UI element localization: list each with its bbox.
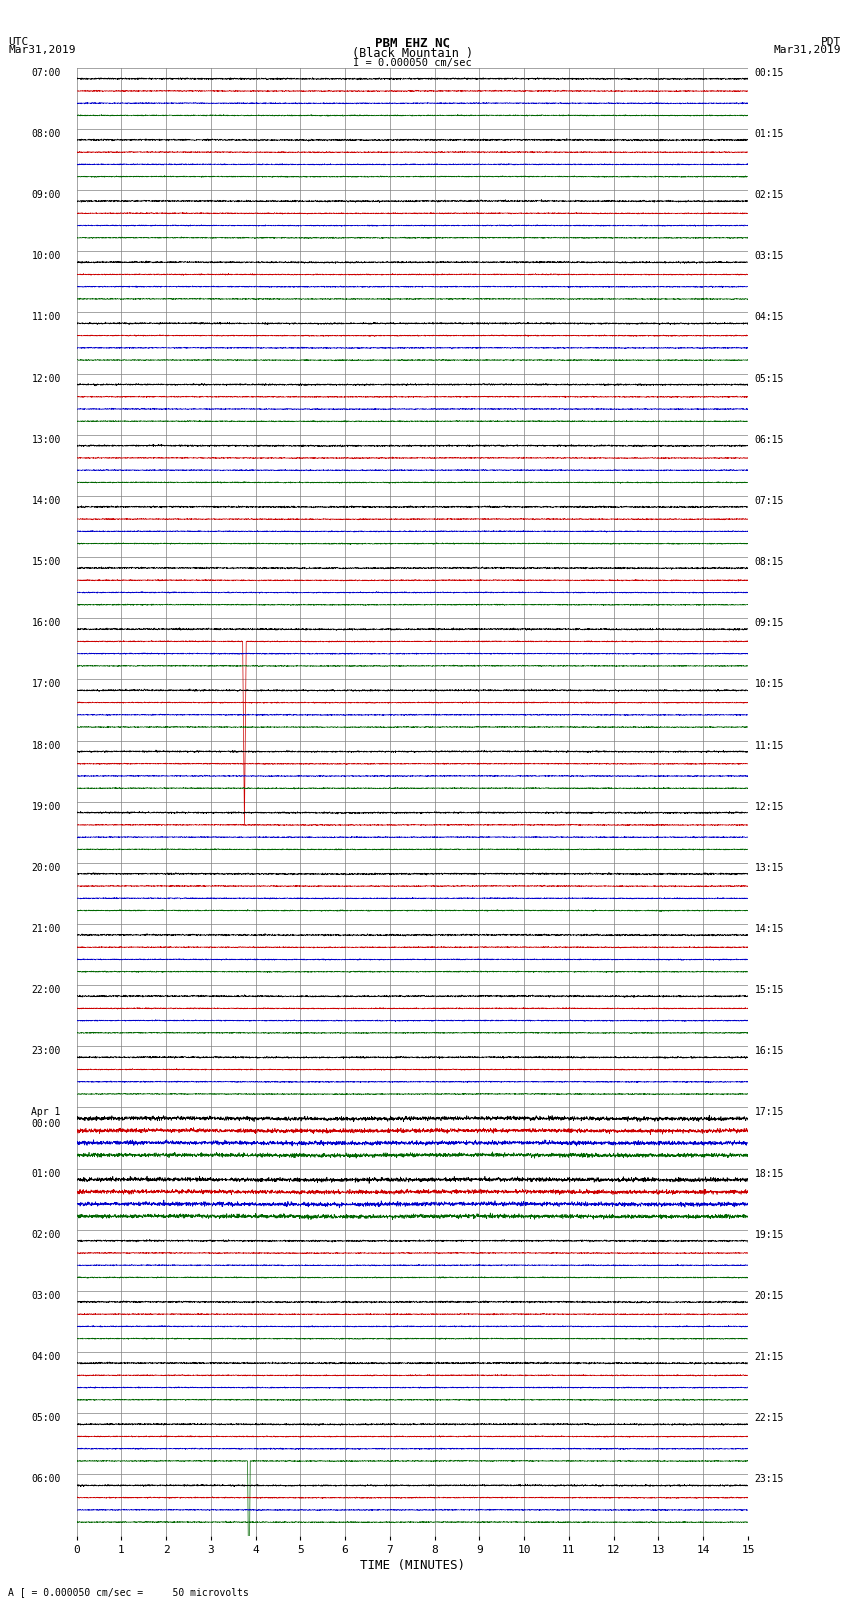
- Text: 16:00: 16:00: [31, 618, 61, 627]
- Text: 11:00: 11:00: [31, 313, 61, 323]
- Text: 06:00: 06:00: [31, 1474, 61, 1484]
- Text: 10:15: 10:15: [755, 679, 784, 689]
- Text: Apr 1
00:00: Apr 1 00:00: [31, 1108, 61, 1129]
- Text: (Black Mountain ): (Black Mountain ): [352, 47, 473, 60]
- Text: UTC: UTC: [8, 37, 29, 47]
- Text: 02:00: 02:00: [31, 1229, 61, 1240]
- Text: 20:15: 20:15: [755, 1290, 784, 1302]
- Text: PDT: PDT: [821, 37, 842, 47]
- Text: PBM EHZ NC: PBM EHZ NC: [375, 37, 450, 50]
- Text: 15:00: 15:00: [31, 556, 61, 568]
- Text: 07:00: 07:00: [31, 68, 61, 77]
- Text: 08:15: 08:15: [755, 556, 784, 568]
- Text: Mar31,2019: Mar31,2019: [774, 45, 842, 55]
- Text: 05:15: 05:15: [755, 374, 784, 384]
- Text: 06:15: 06:15: [755, 436, 784, 445]
- Text: 15:15: 15:15: [755, 986, 784, 995]
- Text: 17:00: 17:00: [31, 679, 61, 689]
- Text: 01:15: 01:15: [755, 129, 784, 139]
- Text: 01:00: 01:00: [31, 1168, 61, 1179]
- Text: 23:15: 23:15: [755, 1474, 784, 1484]
- Text: 22:15: 22:15: [755, 1413, 784, 1423]
- Text: 16:15: 16:15: [755, 1047, 784, 1057]
- Text: 21:00: 21:00: [31, 924, 61, 934]
- Text: 00:15: 00:15: [755, 68, 784, 77]
- Text: 23:00: 23:00: [31, 1047, 61, 1057]
- Text: 14:00: 14:00: [31, 495, 61, 506]
- Text: 04:00: 04:00: [31, 1352, 61, 1361]
- Text: 04:15: 04:15: [755, 313, 784, 323]
- Text: 20:00: 20:00: [31, 863, 61, 873]
- Text: I = 0.000050 cm/sec: I = 0.000050 cm/sec: [353, 58, 472, 68]
- Text: 10:00: 10:00: [31, 252, 61, 261]
- X-axis label: TIME (MINUTES): TIME (MINUTES): [360, 1558, 465, 1571]
- Text: 19:15: 19:15: [755, 1229, 784, 1240]
- Text: 03:00: 03:00: [31, 1290, 61, 1302]
- Text: 13:00: 13:00: [31, 436, 61, 445]
- Text: 09:00: 09:00: [31, 190, 61, 200]
- Text: 17:15: 17:15: [755, 1108, 784, 1118]
- Text: 11:15: 11:15: [755, 740, 784, 750]
- Text: 14:15: 14:15: [755, 924, 784, 934]
- Text: 08:00: 08:00: [31, 129, 61, 139]
- Text: 19:00: 19:00: [31, 802, 61, 811]
- Text: 05:00: 05:00: [31, 1413, 61, 1423]
- Text: 09:15: 09:15: [755, 618, 784, 627]
- Text: 13:15: 13:15: [755, 863, 784, 873]
- Text: 18:00: 18:00: [31, 740, 61, 750]
- Text: 21:15: 21:15: [755, 1352, 784, 1361]
- Text: Mar31,2019: Mar31,2019: [8, 45, 76, 55]
- Text: 18:15: 18:15: [755, 1168, 784, 1179]
- Text: A [ = 0.000050 cm/sec =     50 microvolts: A [ = 0.000050 cm/sec = 50 microvolts: [8, 1587, 249, 1597]
- Text: 03:15: 03:15: [755, 252, 784, 261]
- Text: 12:15: 12:15: [755, 802, 784, 811]
- Text: 07:15: 07:15: [755, 495, 784, 506]
- Text: 02:15: 02:15: [755, 190, 784, 200]
- Text: 22:00: 22:00: [31, 986, 61, 995]
- Text: 12:00: 12:00: [31, 374, 61, 384]
